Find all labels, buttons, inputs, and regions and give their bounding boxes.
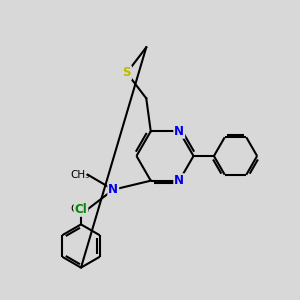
Text: Cl: Cl <box>75 203 87 216</box>
Text: CH₃: CH₃ <box>70 170 90 180</box>
Text: N: N <box>108 183 118 196</box>
Text: N: N <box>174 125 184 138</box>
Text: S: S <box>122 66 131 79</box>
Text: N: N <box>174 174 184 187</box>
Text: CH₃: CH₃ <box>70 204 90 214</box>
